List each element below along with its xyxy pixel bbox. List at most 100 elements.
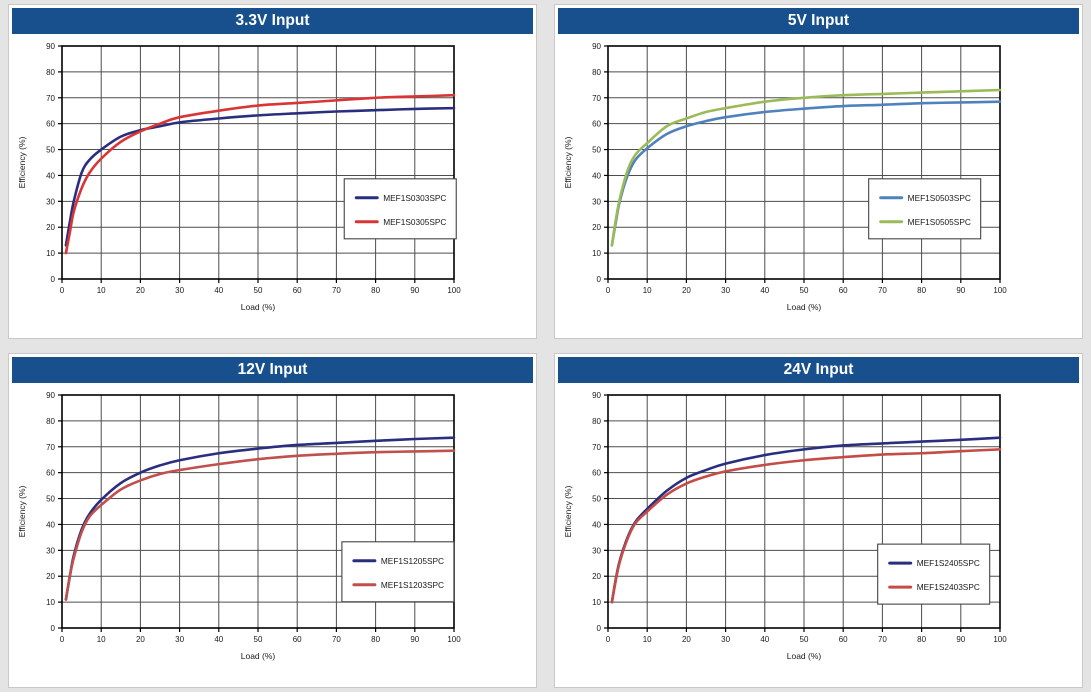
panel-title: 12V Input xyxy=(237,361,308,378)
legend-box xyxy=(868,178,982,240)
panel-3v3-title-bar: 3.3V Input xyxy=(12,8,533,34)
y-axis-label: Efficiency (%) xyxy=(17,485,27,537)
svg-text:40: 40 xyxy=(592,171,601,180)
svg-text:50: 50 xyxy=(254,286,263,295)
legend-label: MEF1S0305SPC xyxy=(383,217,446,227)
svg-text:80: 80 xyxy=(592,68,601,77)
svg-text:80: 80 xyxy=(46,68,55,77)
svg-text:80: 80 xyxy=(592,417,601,426)
svg-text:50: 50 xyxy=(46,146,55,155)
svg-text:70: 70 xyxy=(332,286,341,295)
svg-text:70: 70 xyxy=(878,286,887,295)
svg-text:30: 30 xyxy=(175,635,184,644)
grid-lines xyxy=(608,46,1000,279)
svg-text:90: 90 xyxy=(956,286,965,295)
legend-label: MEF1S0503SPC xyxy=(908,193,971,203)
efficiency-chart-svg: 0 10 20 30 40 50 60 70 80 90 100 0 10 20 30 40 50 60 70 80 9… xyxy=(17,42,461,312)
svg-text:40: 40 xyxy=(760,286,769,295)
legend-box xyxy=(343,178,457,240)
panel-5v-input: 5V Input 0 10 20 30 40 50 60 70 80 90 100 0 10 20 30 40… xyxy=(554,4,1083,339)
svg-text:80: 80 xyxy=(371,635,380,644)
axis-ticks: 0 10 20 30 40 50 60 70 80 90 100 0 10 20 30 40 50 60 70 80 9… xyxy=(46,42,461,295)
svg-text:70: 70 xyxy=(46,443,55,452)
svg-text:40: 40 xyxy=(760,635,769,644)
svg-text:10: 10 xyxy=(97,635,106,644)
series-curves xyxy=(64,93,456,255)
svg-text:80: 80 xyxy=(917,635,926,644)
svg-text:10: 10 xyxy=(592,249,601,258)
chart-5v-input: 0 10 20 30 40 50 60 70 80 90 100 0 10 20 30 40 50 60 70 80 9… xyxy=(558,34,1079,335)
series-curve xyxy=(64,449,456,601)
svg-text:60: 60 xyxy=(839,286,848,295)
svg-text:50: 50 xyxy=(46,495,55,504)
svg-text:70: 70 xyxy=(46,94,55,103)
svg-text:40: 40 xyxy=(46,171,55,180)
svg-text:90: 90 xyxy=(46,391,55,400)
series-curve xyxy=(610,448,1002,604)
svg-text:60: 60 xyxy=(293,286,302,295)
svg-text:20: 20 xyxy=(592,223,601,232)
svg-text:40: 40 xyxy=(46,520,55,529)
svg-text:0: 0 xyxy=(597,275,602,284)
x-axis-label: Load (%) xyxy=(787,302,822,312)
svg-text:30: 30 xyxy=(175,286,184,295)
panel-5v-title-bar: 5V Input xyxy=(558,8,1079,34)
svg-text:90: 90 xyxy=(410,635,419,644)
series-curves xyxy=(64,436,456,601)
svg-text:20: 20 xyxy=(592,572,601,581)
svg-text:0: 0 xyxy=(60,635,65,644)
chart-24v-input: 0 10 20 30 40 50 60 70 80 90 100 0 10 20 30 40 50 60 70 80 9… xyxy=(558,383,1079,684)
svg-text:80: 80 xyxy=(371,286,380,295)
legend-label: MEF1S2403SPC xyxy=(917,582,980,592)
panel-3v3-input: 3.3V Input 0 10 20 30 40 50 60 70 80 90 100 0 10 20 30… xyxy=(8,4,537,339)
panel-title: 24V Input xyxy=(783,361,854,378)
svg-text:10: 10 xyxy=(643,635,652,644)
grid-lines xyxy=(62,46,454,279)
panel-12v-input: 12V Input 0 10 20 30 40 50 60 70 80 90 100 0 10 20 30 4… xyxy=(8,353,537,688)
svg-text:30: 30 xyxy=(592,546,601,555)
svg-text:0: 0 xyxy=(606,286,611,295)
svg-text:20: 20 xyxy=(46,223,55,232)
legend: MEF1S2405SPC MEF1S2403SPC xyxy=(877,543,991,605)
axis-ticks: 0 10 20 30 40 50 60 70 80 90 100 0 10 20 30 40 50 60 70 80 9… xyxy=(592,391,1007,644)
panel-24v-title-bar: 24V Input xyxy=(558,357,1079,383)
panel-title: 5V Input xyxy=(787,12,850,29)
svg-text:50: 50 xyxy=(800,286,809,295)
svg-text:60: 60 xyxy=(592,120,601,129)
svg-text:100: 100 xyxy=(993,286,1007,295)
legend: MEF1S1205SPC MEF1S1203SPC xyxy=(341,541,455,603)
panel-24v-input: 24V Input 0 10 20 30 40 50 60 70 80 90 100 0 10 20 30 4… xyxy=(554,353,1083,688)
legend-box xyxy=(877,543,991,605)
svg-text:50: 50 xyxy=(800,635,809,644)
svg-text:60: 60 xyxy=(592,469,601,478)
legend-label: MEF1S0505SPC xyxy=(908,217,971,227)
svg-text:40: 40 xyxy=(592,520,601,529)
svg-text:10: 10 xyxy=(46,249,55,258)
svg-text:20: 20 xyxy=(136,635,145,644)
legend: MEF1S0503SPC MEF1S0505SPC xyxy=(868,178,982,240)
svg-text:10: 10 xyxy=(46,598,55,607)
svg-text:10: 10 xyxy=(592,598,601,607)
svg-text:100: 100 xyxy=(447,286,461,295)
svg-text:60: 60 xyxy=(46,120,55,129)
svg-text:0: 0 xyxy=(606,635,611,644)
svg-text:0: 0 xyxy=(51,624,56,633)
svg-text:30: 30 xyxy=(592,197,601,206)
x-axis-label: Load (%) xyxy=(787,651,822,661)
y-axis-label: Efficiency (%) xyxy=(563,485,573,537)
legend-label: MEF1S1203SPC xyxy=(381,580,444,590)
chart-3v3-input: 0 10 20 30 40 50 60 70 80 90 100 0 10 20 30 40 50 60 70 80 9… xyxy=(12,34,533,335)
svg-text:90: 90 xyxy=(592,42,601,51)
svg-text:70: 70 xyxy=(878,635,887,644)
axis-ticks: 0 10 20 30 40 50 60 70 80 90 100 0 10 20 30 40 50 60 70 80 9… xyxy=(592,42,1007,295)
svg-text:10: 10 xyxy=(643,286,652,295)
svg-text:70: 70 xyxy=(592,94,601,103)
svg-text:80: 80 xyxy=(46,417,55,426)
svg-text:90: 90 xyxy=(46,42,55,51)
svg-text:20: 20 xyxy=(136,286,145,295)
svg-text:90: 90 xyxy=(410,286,419,295)
svg-text:40: 40 xyxy=(214,635,223,644)
svg-text:80: 80 xyxy=(917,286,926,295)
y-axis-label: Efficiency (%) xyxy=(563,136,573,188)
